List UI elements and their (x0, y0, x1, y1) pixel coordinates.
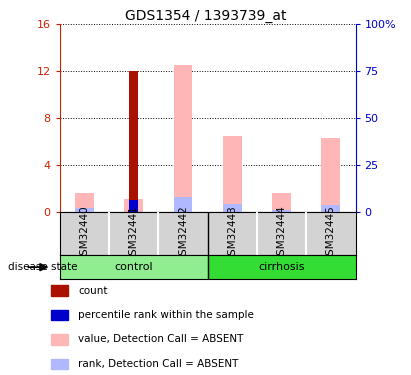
Text: disease state: disease state (8, 262, 78, 272)
Text: GSM32444: GSM32444 (277, 205, 286, 262)
Text: rank, Detection Call = ABSENT: rank, Detection Call = ABSENT (78, 359, 238, 369)
Text: control: control (114, 262, 153, 272)
Bar (60, 255, 208, 279)
Text: percentile rank within the sample: percentile rank within the sample (78, 310, 254, 320)
Text: GSM32442: GSM32442 (178, 205, 188, 262)
Bar (272, 193, 291, 212)
Bar (173, 196, 192, 212)
Text: GSM32440: GSM32440 (79, 205, 89, 262)
Text: GSM32445: GSM32445 (326, 205, 336, 262)
Bar (129, 71, 138, 212)
Bar (321, 205, 340, 212)
Bar (173, 65, 192, 212)
Bar (208, 255, 380, 279)
Bar (75, 193, 94, 212)
Bar (223, 136, 242, 212)
Text: GSM32443: GSM32443 (227, 205, 237, 262)
Bar (272, 210, 291, 212)
Bar (321, 138, 340, 212)
Bar (129, 200, 138, 212)
Bar (223, 204, 242, 212)
Text: cirrhosis: cirrhosis (258, 262, 305, 272)
Text: count: count (78, 286, 108, 296)
Text: value, Detection Call = ABSENT: value, Detection Call = ABSENT (78, 334, 243, 344)
Bar (124, 199, 143, 212)
Text: GDS1354 / 1393739_at: GDS1354 / 1393739_at (125, 9, 286, 23)
Text: GSM32441: GSM32441 (129, 205, 139, 262)
Bar (75, 209, 94, 212)
